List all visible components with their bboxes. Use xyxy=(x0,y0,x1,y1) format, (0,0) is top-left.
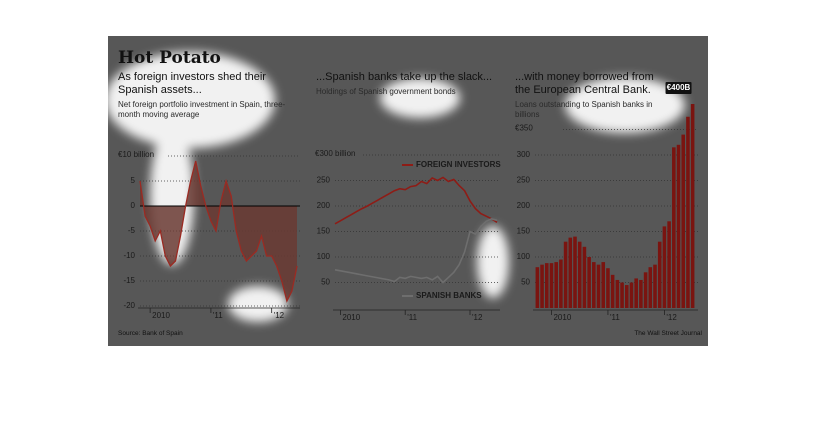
x-tick-label: '12 xyxy=(666,313,677,322)
legend-label: SPANISH BANKS xyxy=(416,291,482,300)
panel-subtitle: Net foreign portfolio investment in Spai… xyxy=(118,100,286,119)
source: Source: Bank of Spain xyxy=(118,330,183,337)
y-tick-label: €350 xyxy=(515,124,533,133)
bar xyxy=(559,259,563,308)
panel-title: ...with money borrowed from the European… xyxy=(515,71,654,96)
highlight xyxy=(565,77,685,133)
y-tick-label: 300 xyxy=(517,150,531,159)
bar xyxy=(690,104,695,308)
y-tick-label: 150 xyxy=(317,227,331,236)
y-tick-label: 100 xyxy=(317,252,331,261)
bar xyxy=(657,241,662,308)
bar xyxy=(563,241,568,308)
x-tick-label: '12 xyxy=(472,313,483,322)
y-tick-label: 200 xyxy=(517,201,531,210)
bar xyxy=(634,278,638,308)
panel-subtitle: Loans outstanding to Spanish banks in bi… xyxy=(515,100,653,119)
bar xyxy=(681,134,686,308)
x-tick-label: '12 xyxy=(274,311,285,320)
bar xyxy=(610,274,615,308)
y-tick-label: €10 billion xyxy=(118,150,154,159)
y-tick-label: 50 xyxy=(321,278,330,287)
y-tick-label: -15 xyxy=(123,276,135,285)
y-tick-label: 150 xyxy=(517,227,531,236)
line xyxy=(334,217,498,284)
y-tick-label: -10 xyxy=(123,251,135,260)
bar xyxy=(582,246,587,308)
annotation-box xyxy=(665,82,692,94)
bar xyxy=(601,262,606,308)
bar xyxy=(554,262,558,308)
annotation: €400B xyxy=(667,83,691,92)
bar xyxy=(615,279,620,308)
line xyxy=(139,160,298,303)
bar xyxy=(639,279,643,308)
panel-subtitle: Holdings of Spanish government bonds xyxy=(316,87,456,96)
bar xyxy=(577,241,582,308)
bar xyxy=(606,268,610,308)
area xyxy=(140,161,297,301)
line xyxy=(334,176,498,225)
y-tick-label: 50 xyxy=(521,278,530,287)
highlight xyxy=(228,286,288,322)
x-tick-label: 2010 xyxy=(342,313,360,322)
credit: The Wall Street Journal xyxy=(634,330,702,337)
bar xyxy=(624,285,629,308)
x-tick-label: '11 xyxy=(407,313,417,322)
x-tick-label: '11 xyxy=(610,313,620,322)
legend-label: FOREIGN INVESTORS xyxy=(416,160,501,169)
bar xyxy=(544,263,549,308)
y-tick-label: 250 xyxy=(317,176,331,185)
y-tick-label: €300 billion xyxy=(315,149,355,158)
y-tick-label: 100 xyxy=(517,252,531,261)
bar xyxy=(568,237,573,308)
bar xyxy=(540,264,544,308)
y-tick-label: 200 xyxy=(317,201,331,210)
bar xyxy=(549,263,554,308)
y-tick-label: 0 xyxy=(131,201,136,210)
y-tick-label: 250 xyxy=(517,176,531,185)
bar xyxy=(596,264,601,308)
bar xyxy=(592,262,596,308)
x-tick-label: '11 xyxy=(213,311,223,320)
y-tick-label: -20 xyxy=(123,301,135,310)
bar xyxy=(676,144,681,308)
bar xyxy=(587,257,591,308)
bar xyxy=(620,282,624,308)
highlights xyxy=(105,52,685,322)
bar xyxy=(667,221,671,308)
bar xyxy=(648,267,653,308)
highlight xyxy=(105,52,275,148)
bar xyxy=(672,147,676,308)
highlight xyxy=(380,78,460,118)
bar xyxy=(629,282,634,308)
bar xyxy=(662,226,667,308)
bar xyxy=(643,272,648,308)
y-tick-label: -5 xyxy=(128,226,136,235)
y-tick-label: 5 xyxy=(131,176,136,185)
highlight xyxy=(477,226,509,298)
bar xyxy=(535,267,540,308)
main-title: Hot Potato xyxy=(118,48,221,68)
bar xyxy=(653,264,657,308)
panel-title: As foreign investors shed their Spanish … xyxy=(118,71,266,96)
bar xyxy=(573,236,577,308)
x-tick-label: 2010 xyxy=(152,311,170,320)
x-tick-label: 2010 xyxy=(553,313,571,322)
bar xyxy=(686,116,690,308)
panel-title: ...Spanish banks take up the slack... xyxy=(316,71,493,83)
